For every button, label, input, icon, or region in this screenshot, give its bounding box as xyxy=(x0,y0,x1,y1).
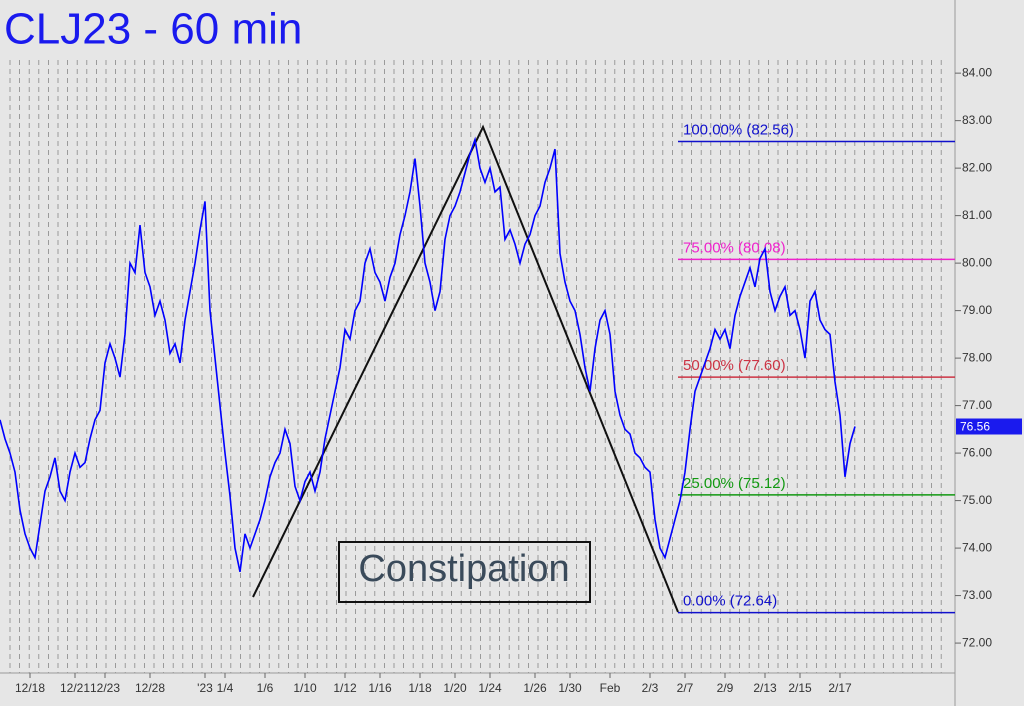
trend-drawing xyxy=(252,124,679,613)
price-line xyxy=(0,136,856,573)
y-tick-label: 78.00 xyxy=(962,350,992,364)
x-tick-label: 1/10 xyxy=(293,681,317,695)
x-tick-label: 2/13 xyxy=(753,681,777,695)
x-tick-label: 1/24 xyxy=(478,681,502,695)
level-label: 0.00% (72.64) xyxy=(683,593,777,610)
x-tick-label: 2/9 xyxy=(717,681,734,695)
x-tick-label: 2/3 xyxy=(642,681,659,695)
level-label: 75.00% (80.08) xyxy=(683,239,786,256)
y-tick-label: 73.00 xyxy=(962,588,992,602)
x-tick-label: 1/20 xyxy=(443,681,467,695)
y-tick-label: 80.00 xyxy=(962,255,992,269)
x-tick-label: 1/6 xyxy=(257,681,274,695)
y-tick-label: 83.00 xyxy=(962,113,992,127)
x-tick-label: 1/16 xyxy=(368,681,392,695)
y-tick-label: 84.00 xyxy=(962,65,992,79)
annotation-box xyxy=(338,541,591,603)
y-tick-label: 76.00 xyxy=(962,445,992,459)
x-tick-label: 1/12 xyxy=(333,681,357,695)
x-tick-label: 12/28 xyxy=(135,681,165,695)
y-tick-label: 79.00 xyxy=(962,303,992,317)
x-tick-label: 12/18 xyxy=(15,681,45,695)
chart-title: CLJ23 - 60 min xyxy=(4,5,302,54)
x-tick-label: 2/15 xyxy=(788,681,812,695)
level-label: 100.00% (82.56) xyxy=(683,122,794,139)
x-tick-label: 1/4 xyxy=(217,681,234,695)
y-tick-label: 77.00 xyxy=(962,398,992,412)
grid xyxy=(9,60,942,673)
x-tick-label: 1/30 xyxy=(558,681,582,695)
y-tick-label: 72.00 xyxy=(962,635,992,649)
x-tick-label: 2/17 xyxy=(828,681,852,695)
level-label: 25.00% (75.12) xyxy=(683,475,786,492)
level-label: 50.00% (77.60) xyxy=(683,357,786,374)
y-tick-label: 82.00 xyxy=(962,160,992,174)
annotation: Constipation xyxy=(358,548,569,590)
x-tick-label: 1/18 xyxy=(408,681,432,695)
x-tick-label: 2/7 xyxy=(677,681,694,695)
x-tick-label: 12/23 xyxy=(90,681,120,695)
y-tick-label: 81.00 xyxy=(962,208,992,222)
x-tick-label: '23 xyxy=(197,681,213,695)
x-tick-label: Feb xyxy=(600,681,621,695)
last-price-label: 76.56 xyxy=(960,420,990,434)
last-price-box xyxy=(956,418,1022,435)
y-tick-label: 74.00 xyxy=(962,540,992,554)
x-tick-label: 1/26 xyxy=(523,681,547,695)
x-tick-label: 12/21 xyxy=(60,681,90,695)
y-tick-label: 75.00 xyxy=(962,493,992,507)
